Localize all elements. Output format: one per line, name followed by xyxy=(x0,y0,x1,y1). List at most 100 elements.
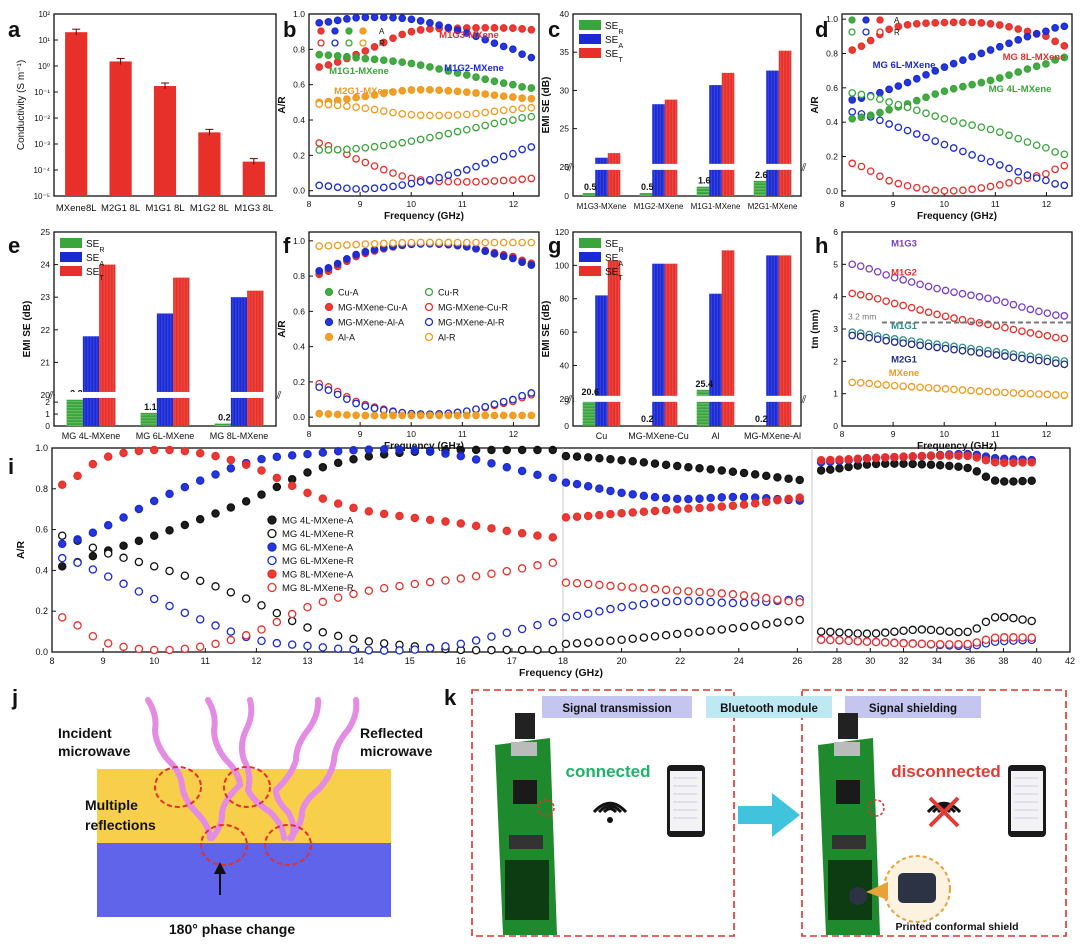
point-Al-A xyxy=(426,411,434,420)
x-tick-label: 10 xyxy=(406,199,416,209)
point-M2G1-MXene-A xyxy=(444,86,453,95)
y-tick-label: 40 xyxy=(560,360,570,370)
point-MXene xyxy=(1018,389,1026,398)
bar-SE_R-MG 8L-MXene xyxy=(214,423,231,426)
point-MG-4L-MXene-R xyxy=(816,627,826,636)
point-MG-MXene-Al-R xyxy=(499,397,508,406)
chart-c: 0 520 25 30 35 40 EMI SE (dB) 0.5 M1G3-MXene 0.5 M… xyxy=(541,9,807,211)
point-Al-R xyxy=(462,238,471,247)
point-M1G3 xyxy=(1026,305,1035,314)
point-MG-8L-MXene-A xyxy=(628,508,637,517)
point-MG-8L-MXene-A xyxy=(661,505,671,515)
point-MG-8L-MXene-A xyxy=(717,502,727,511)
point-MG-4L-MXene-A xyxy=(548,445,558,455)
point-M1G3-MXene-A xyxy=(389,34,397,43)
point-MXene xyxy=(958,386,967,394)
point-MG-6L-MXene-R xyxy=(425,643,435,653)
point-MG-4L-MXene-R xyxy=(241,594,251,603)
point-MG-8L-MXene-R xyxy=(903,181,912,190)
bluetooth-module xyxy=(505,860,549,920)
point-M1G1-MXene-R xyxy=(481,121,490,130)
point-MG-4L-MXene-R xyxy=(931,112,940,121)
point-MG-4L-MXene-R xyxy=(762,619,771,629)
x-tick-label: 36 xyxy=(965,656,975,666)
point-MG-4L-MXene-R xyxy=(844,628,853,638)
bar-M1G1 8L xyxy=(153,86,177,196)
point-MG-6L-MXene-A xyxy=(650,492,660,502)
point-MG-6L-MXene-A xyxy=(968,52,976,61)
bar-M1G2 8L xyxy=(198,132,221,196)
point-M1G1-MXene-R xyxy=(435,131,443,140)
point-MG-4L-MXene-R xyxy=(784,616,793,626)
point-M2G1-MXene-A xyxy=(472,89,480,97)
point-MG-4L-MXene-A xyxy=(606,454,615,464)
point-MG-8L-MXene-A xyxy=(364,507,374,516)
y-axis-label: A/R xyxy=(810,96,821,114)
point-MG-6L-MXene-A xyxy=(940,63,949,71)
point-MG-6L-MXene-R xyxy=(471,636,481,645)
panel-label-j: j xyxy=(11,685,18,710)
point-Al-A xyxy=(324,410,333,418)
bar-SE_R-M1G2-MXene xyxy=(639,193,653,196)
point-MG-4L-MXene-R xyxy=(773,618,782,627)
point-MG-6L-MXene-A xyxy=(165,489,174,499)
cross-line xyxy=(928,796,960,828)
point-MG-4L-MXene-A xyxy=(899,459,908,469)
legend-marker-MG-6L-MXene-A xyxy=(267,542,277,552)
point-MG-4L-MXene-R xyxy=(1018,615,1027,624)
point-M1G2-MXene-A xyxy=(490,39,499,48)
point-MXene xyxy=(873,380,882,389)
point-MG-6L-MXene-A xyxy=(57,539,67,549)
point-M2G1-MXene-A xyxy=(518,94,526,102)
x-axis-label: Frequency (GHz) xyxy=(384,211,464,222)
legend-label: MG-MXene-Al-A xyxy=(338,318,404,328)
point-MG-4L-MXene-A xyxy=(762,471,771,481)
point-M1G2-MXene-R xyxy=(333,183,342,192)
point-MG-8L-MXene-R xyxy=(149,645,159,655)
point-MG-8L-MXene-R xyxy=(922,185,930,194)
axis-break-band xyxy=(55,391,275,398)
point-M1G2-MXene-A xyxy=(518,50,526,59)
panel-label-a: a xyxy=(8,17,21,42)
data-label: 1.6 xyxy=(698,176,711,186)
point-MG-4L-MXene-A xyxy=(1000,477,1009,486)
point-MG-6L-MXene-A xyxy=(487,459,496,468)
point-M1G1-MXene-A xyxy=(407,59,416,68)
point-MG-6L-MXene-R xyxy=(487,632,496,641)
point-M1G3 xyxy=(967,291,975,300)
x-tick-label: 20 xyxy=(617,656,627,666)
point-M1G3 xyxy=(924,282,933,291)
x-tick-label: 9 xyxy=(891,199,896,209)
point-M2G1-MXene-R xyxy=(361,104,370,113)
point-M2G1 xyxy=(924,342,933,351)
point-MG-4L-MXene-R xyxy=(795,615,804,625)
point-MG-8L-MXene-A xyxy=(287,481,297,491)
data-label: 0.2 xyxy=(755,414,768,424)
legend-marker xyxy=(848,28,856,36)
x-tick-label: M2G1 8L xyxy=(101,203,140,214)
point-MG-8L-MXene-A xyxy=(1005,22,1013,31)
point-MG-4L-MXene-A xyxy=(119,541,128,551)
point-MG-4L-MXene-R xyxy=(650,632,660,641)
point-MG-4L-MXene-R xyxy=(945,627,954,636)
y-tick-label: 0.6 xyxy=(293,306,305,316)
point-MG-8L-MXene-A xyxy=(773,496,782,505)
point-MG-6L-MXene-A xyxy=(456,451,466,461)
point-MG-4L-MXene-A xyxy=(684,462,693,472)
x-tick-label: MG 6L-MXene xyxy=(136,431,195,441)
legend-marker-Al-A xyxy=(324,332,334,342)
phone-screen xyxy=(670,771,702,831)
point-MG-6L-MXene-R xyxy=(548,617,558,627)
point-MG-4L-MXene-R xyxy=(986,125,995,134)
point-M1G2 xyxy=(856,290,865,299)
bar-SE_R-MG 4L-MXene xyxy=(66,399,83,426)
point-MG-4L-MXene-R xyxy=(981,617,991,627)
point-MG-4L-MXene-A xyxy=(595,454,604,463)
point-MG-6L-MXene-A xyxy=(88,528,98,537)
point-MG-8L-MXene-R xyxy=(318,597,328,607)
header-pins xyxy=(832,835,866,849)
point-MG-8L-MXene-R xyxy=(931,186,940,195)
point-MG-4L-MXene-A xyxy=(954,462,963,472)
point-M1G1-MXene-R xyxy=(333,145,342,154)
point-MG-4L-MXene-A xyxy=(165,526,174,535)
